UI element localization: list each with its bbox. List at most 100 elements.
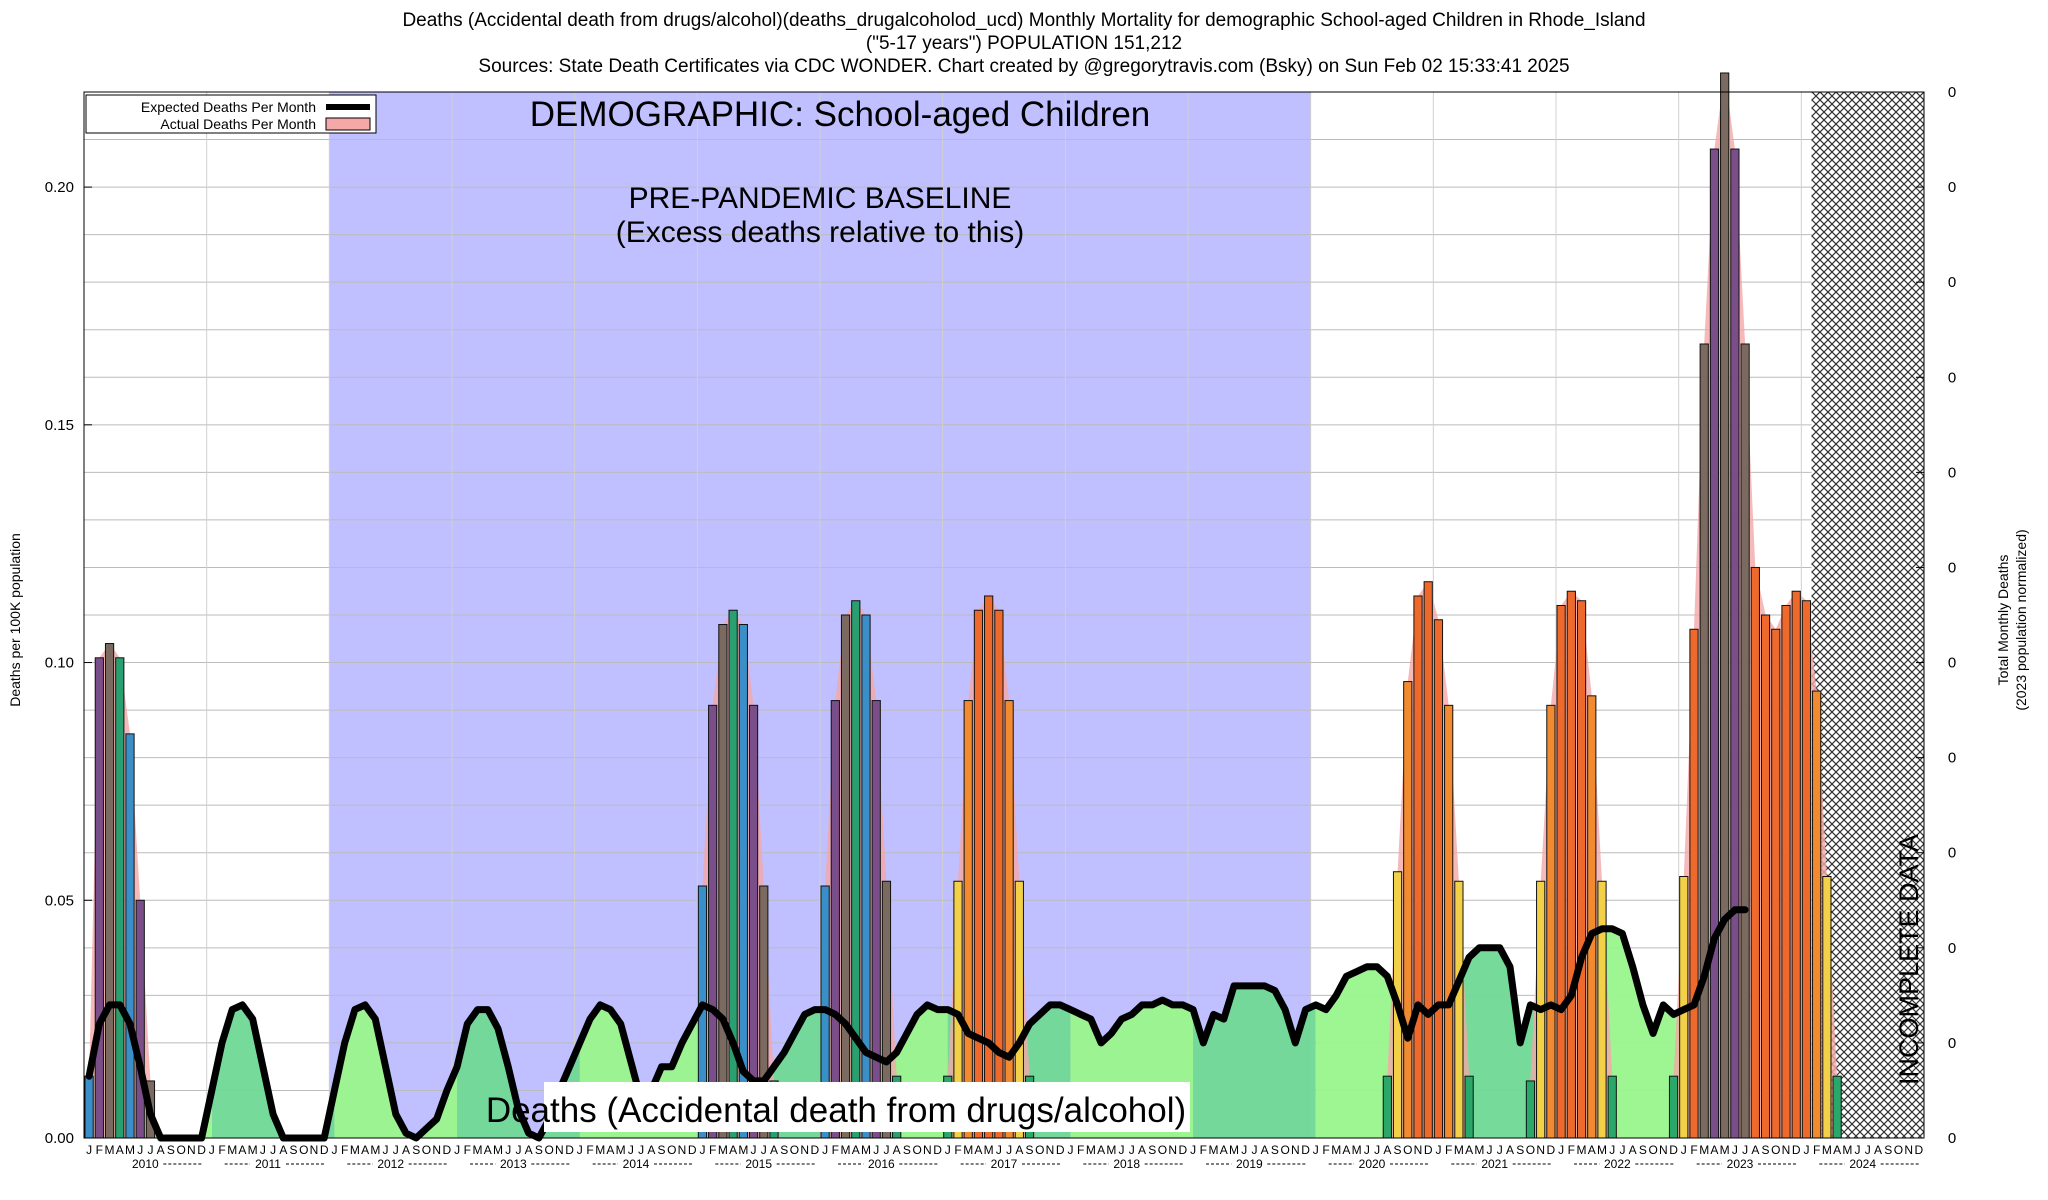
month-tick-label: F — [1813, 1143, 1820, 1157]
month-tick-label: J — [1732, 1143, 1738, 1157]
month-tick-label: N — [310, 1143, 319, 1157]
month-tick-label: A — [1506, 1143, 1514, 1157]
actual-bar — [1444, 704, 1454, 1139]
month-tick-label: M — [1822, 1143, 1832, 1157]
actual-bar — [1464, 1075, 1474, 1139]
month-tick-label: D — [565, 1143, 574, 1157]
month-tick-label: N — [800, 1143, 809, 1157]
month-tick-label: A — [974, 1143, 982, 1157]
actual-bar — [1801, 600, 1812, 1139]
actual-bar — [851, 600, 861, 1139]
month-tick-label: D — [1669, 1143, 1678, 1157]
month-tick-label: O — [1035, 1143, 1044, 1157]
month-tick-label: A — [1465, 1143, 1473, 1157]
month-tick-label: J — [260, 1143, 266, 1157]
month-tick-label: S — [535, 1143, 543, 1157]
month-tick-label: J — [1241, 1143, 1247, 1157]
left-tick-label: 0.00 — [45, 1130, 74, 1147]
cause-label-box — [544, 1082, 1190, 1132]
month-tick-label: O — [544, 1143, 553, 1157]
year-tick-label: 2010 — [132, 1157, 159, 1171]
plot-frame — [83, 91, 1925, 1139]
month-tick-label: J — [1558, 1143, 1564, 1157]
month-tick-label: J — [628, 1143, 634, 1157]
month-tick-label: J — [1374, 1143, 1380, 1157]
month-tick-label: N — [432, 1143, 441, 1157]
actual-bar — [1566, 590, 1576, 1139]
left-axis-label: Deaths per 100K population — [7, 533, 23, 707]
month-tick-label: O — [790, 1143, 799, 1157]
demographic-label: DEMOGRAPHIC: School-aged Children — [530, 95, 1151, 134]
month-tick-label: S — [780, 1143, 788, 1157]
actual-bar — [94, 657, 104, 1139]
month-tick-label: D — [320, 1143, 329, 1157]
year-tick-label: 2015 — [745, 1157, 772, 1171]
month-tick-label: F — [218, 1143, 225, 1157]
year-tick-label: 2018 — [1113, 1157, 1140, 1171]
month-tick-label: S — [1271, 1143, 1279, 1157]
month-tick-label: M — [248, 1143, 258, 1157]
right-tick-label: 0 — [1948, 1130, 1956, 1147]
month-tick-label: S — [658, 1143, 666, 1157]
month-tick-label: A — [647, 1143, 655, 1157]
month-tick-label: N — [1659, 1143, 1668, 1157]
right-tick-label: 0 — [1948, 464, 1956, 481]
month-tick-label: A — [770, 1143, 778, 1157]
actual-bar — [1832, 1075, 1842, 1139]
month-tick-label: D — [811, 1143, 820, 1157]
month-tick-label: D — [1179, 1143, 1188, 1157]
month-tick-label: M — [616, 1143, 626, 1157]
month-tick-label: J — [873, 1143, 879, 1157]
month-tick-label: D — [1915, 1143, 1924, 1157]
month-tick-label: M — [1106, 1143, 1116, 1157]
actual-bar — [973, 609, 984, 1139]
right-tick-label: 0 — [1948, 1035, 1956, 1052]
month-tick-label: J — [1067, 1143, 1073, 1157]
month-tick-label: A — [1710, 1143, 1718, 1157]
month-tick-label: N — [187, 1143, 196, 1157]
month-tick-label: N — [1168, 1143, 1177, 1157]
actual-bar — [1720, 72, 1730, 1139]
month-tick-label: A — [1833, 1143, 1841, 1157]
month-tick-label: D — [1301, 1143, 1310, 1157]
month-tick-label: F — [341, 1143, 348, 1157]
right-tick-label: 0 — [1948, 84, 1956, 101]
month-tick-label: S — [1148, 1143, 1156, 1157]
month-tick-label: J — [147, 1143, 153, 1157]
month-tick-label: J — [1487, 1143, 1493, 1157]
month-tick-label: F — [1200, 1143, 1207, 1157]
right-tick-label: 0 — [1948, 940, 1956, 957]
actual-bar — [1576, 600, 1587, 1139]
right-tick-label: 0 — [1948, 179, 1956, 196]
actual-bar — [1822, 876, 1832, 1139]
month-tick-label: J — [1435, 1143, 1441, 1157]
actual-bar — [1812, 690, 1822, 1139]
month-tick-label: F — [1690, 1143, 1697, 1157]
actual-bar — [1771, 628, 1781, 1139]
month-tick-label: A — [116, 1143, 124, 1157]
chart-title-line-3: Sources: State Death Certificates via CD… — [478, 56, 1570, 77]
month-tick-label: A — [484, 1143, 492, 1157]
month-tick-label: J — [945, 1143, 951, 1157]
actual-bar — [1699, 343, 1709, 1139]
actual-bar — [1556, 604, 1566, 1139]
month-tick-label: A — [1015, 1143, 1023, 1157]
month-tick-label: O — [1526, 1143, 1535, 1157]
month-tick-label: A — [1629, 1143, 1637, 1157]
actual-bar — [1004, 700, 1014, 1139]
chart-title-line-1: Deaths (Accidental death from drugs/alco… — [402, 10, 1646, 31]
month-tick-label: S — [1516, 1143, 1524, 1157]
month-tick-label: M — [595, 1143, 605, 1157]
month-tick-label: N — [678, 1143, 687, 1157]
month-tick-label: N — [1536, 1143, 1545, 1157]
actual-bar — [115, 657, 125, 1139]
month-tick-label: M — [1577, 1143, 1587, 1157]
left-tick-label: 0.10 — [45, 655, 74, 672]
month-tick-label: S — [290, 1143, 298, 1157]
month-tick-label: A — [852, 1143, 860, 1157]
month-tick-label: M — [718, 1143, 728, 1157]
year-tick-label: 2016 — [868, 1157, 895, 1171]
actual-bar — [1403, 681, 1413, 1139]
